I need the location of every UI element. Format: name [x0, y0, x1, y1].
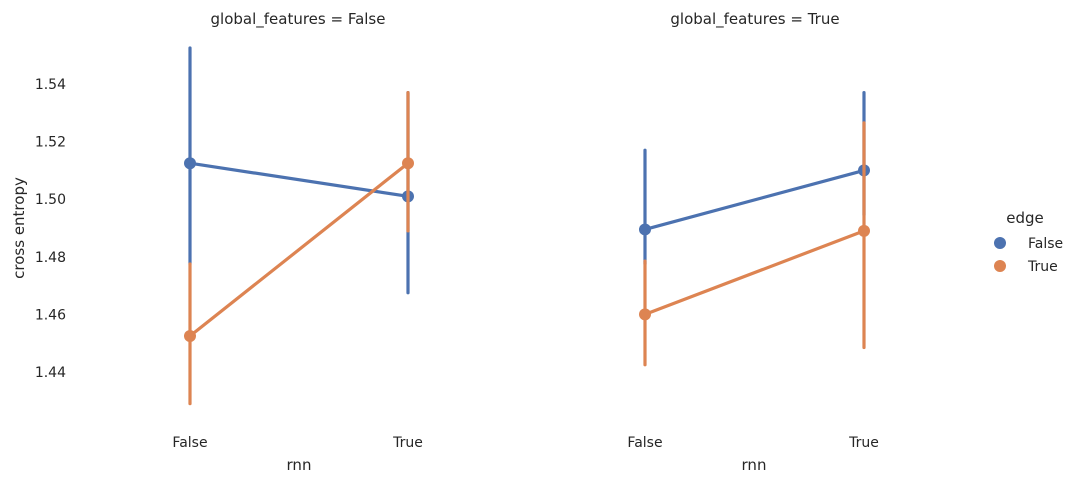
series-false [639, 91, 870, 266]
facet-panel-0: global_features = False False True rnn [172, 10, 422, 474]
legend-marker-true [994, 260, 1006, 272]
data-point [639, 308, 651, 321]
series-line [188, 161, 410, 338]
x-tick-label: False [627, 435, 662, 451]
y-tick-label: 1.48 [35, 250, 66, 266]
y-tick-label: 1.46 [35, 307, 66, 323]
y-tick-label: 1.50 [35, 192, 66, 208]
panel-title: global_features = False [211, 10, 386, 29]
legend: edge False True [994, 209, 1063, 275]
series-false [184, 46, 414, 295]
series-line [643, 168, 866, 232]
x-axis-label: rnn [287, 456, 312, 474]
y-axis-label: cross entropy [10, 177, 28, 279]
y-tick-label: 1.52 [35, 135, 66, 151]
data-point [184, 330, 196, 342]
x-tick-label: True [392, 435, 423, 451]
legend-label-true: True [1027, 259, 1058, 275]
facet-panel-1: global_features = True False True rnn [627, 10, 878, 474]
legend-label-false: False [1028, 236, 1063, 252]
series-line [643, 229, 866, 316]
panel-title: global_features = True [670, 10, 839, 29]
legend-marker-false [994, 237, 1006, 249]
legend-title: edge [1006, 209, 1044, 227]
y-tick-label: 1.54 [35, 77, 66, 93]
y-tick-label: 1.44 [35, 365, 66, 381]
x-axis-label: rnn [742, 456, 767, 474]
data-point [402, 157, 414, 170]
data-point [639, 223, 651, 236]
series-line [188, 161, 410, 198]
x-tick-label: True [848, 435, 879, 451]
series-true [639, 121, 870, 367]
x-tick-label: False [172, 435, 207, 451]
data-point [858, 224, 870, 237]
data-point [184, 157, 196, 170]
series-true [184, 91, 414, 406]
